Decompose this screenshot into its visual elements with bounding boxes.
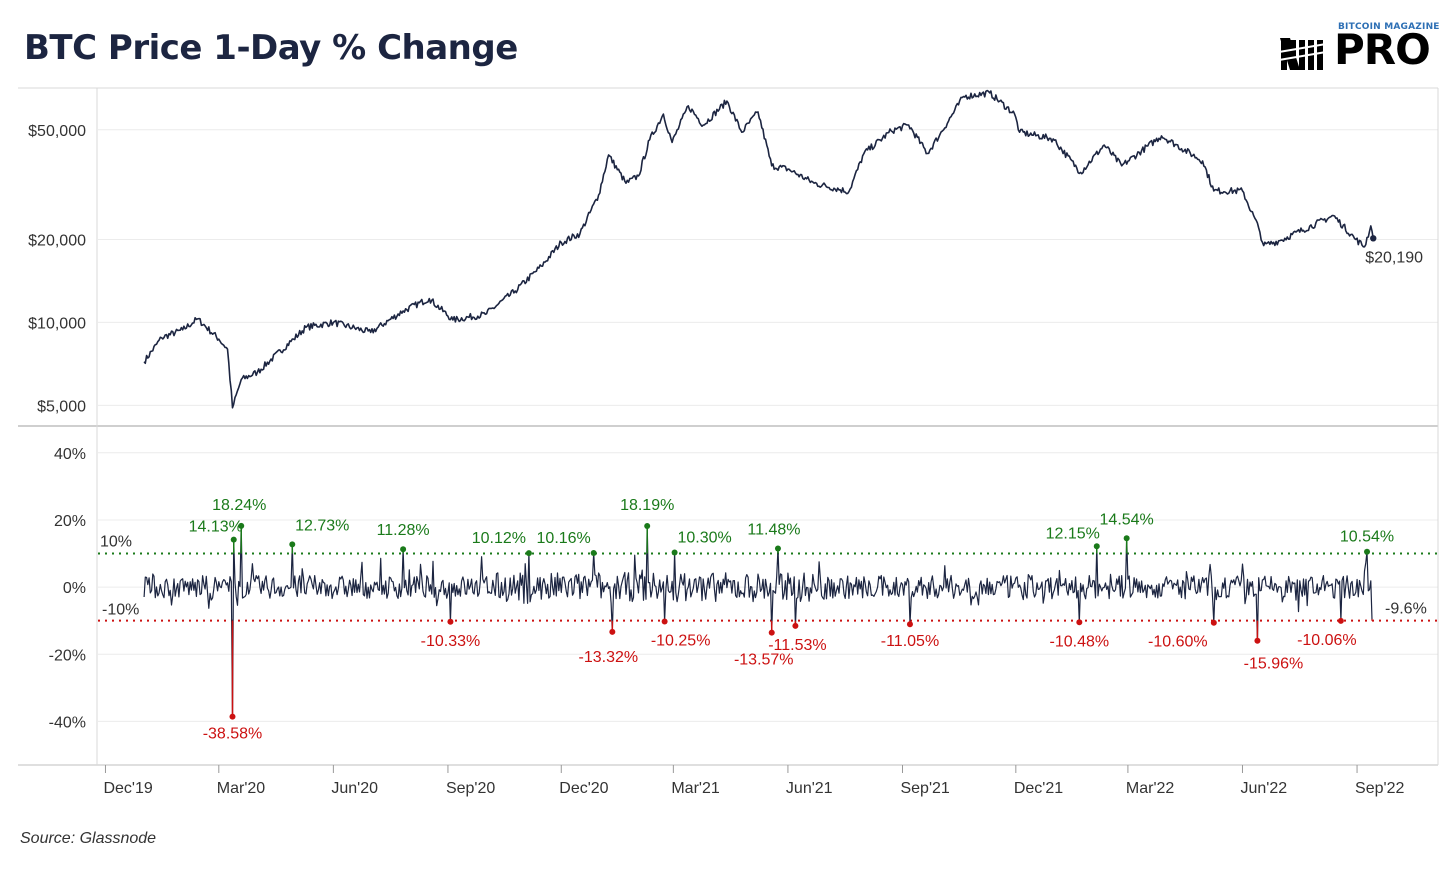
annotation-dot <box>229 713 236 720</box>
x-tick-label: Dec'19 <box>103 780 152 797</box>
x-axis: Dec'19 Mar'20 Jun'20 Sep'20 Dec'20 Mar'21 Jun'… <box>103 765 1404 797</box>
annotation-dot <box>1093 543 1100 550</box>
x-tick-label: Sep'22 <box>1355 780 1404 797</box>
annotation-label: 10.30% <box>677 530 731 547</box>
x-tick-label: Sep'20 <box>446 780 495 797</box>
grid-lines <box>98 129 1438 722</box>
x-tick-label: Mar'20 <box>217 780 266 797</box>
x-tick-label: Jun'21 <box>786 780 833 797</box>
bitcoin-magazine-pro-logo: BITCOIN MAGAZINE PRO <box>1278 22 1440 74</box>
price-line <box>143 89 1374 409</box>
x-tick-label: Mar'21 <box>671 780 720 797</box>
x-tick-label: Jun'20 <box>331 780 378 797</box>
annotation-label: -15.96% <box>1244 656 1304 673</box>
annotation-dot <box>644 523 651 530</box>
annotation-label: -10.60% <box>1148 634 1208 651</box>
annotation-dot <box>1254 637 1261 644</box>
x-tick-label: Sep'21 <box>900 780 949 797</box>
annotation-label: 11.28% <box>377 522 430 539</box>
annotation-label: 12.73% <box>295 517 349 534</box>
logo-small-text: BITCOIN MAGAZINE <box>1338 22 1440 32</box>
price-tick-label: $20,000 <box>28 232 86 249</box>
annotation-dot <box>590 549 597 556</box>
x-tick-label: Dec'20 <box>559 780 608 797</box>
change-tick-label: 40% <box>54 446 86 463</box>
annotation-label: 10.54% <box>1340 529 1394 546</box>
annotation-label: 14.13% <box>189 519 243 536</box>
change-tick-label: 0% <box>63 580 86 597</box>
x-tick-label: Dec'21 <box>1014 780 1063 797</box>
annotation-label: -13.57% <box>734 652 794 669</box>
change-tick-label: -20% <box>49 647 86 664</box>
threshold-label: -10% <box>102 602 139 619</box>
price-panel: $50,000 $20,000 $10,000 $5,000 $20,190 <box>28 89 1423 415</box>
x-tick-label: Mar'22 <box>1126 780 1175 797</box>
threshold-label: 10% <box>100 534 132 551</box>
annotation-dot <box>774 545 781 552</box>
annotation-label: -38.58% <box>203 726 263 743</box>
annotation-dot <box>1364 548 1371 555</box>
annotation-label: -10.25% <box>651 633 711 650</box>
annotation-dot <box>661 618 668 625</box>
price-last-label: $20,190 <box>1365 249 1423 266</box>
annotation-dot <box>906 621 913 628</box>
change-panel: 40% 20% 0% -20% -40% 10% -10% 14.13% 18.24% -38.5… <box>49 446 1438 743</box>
annotation-dot <box>400 546 407 553</box>
annotation-dot <box>525 550 532 557</box>
chart-title: BTC Price 1-Day % Change <box>24 28 518 68</box>
annotation-dot <box>230 536 237 543</box>
annotation-label: -11.05% <box>881 633 939 650</box>
annotation-label: -11.53% <box>768 637 826 654</box>
annotation-dot <box>1123 535 1130 542</box>
price-tick-label: $10,000 <box>28 315 86 332</box>
annotation-label: -10.48% <box>1050 633 1110 650</box>
change-tick-label: 20% <box>54 513 86 530</box>
annotation-label: 14.54% <box>1100 511 1154 528</box>
annotation-label: 10.16% <box>537 530 591 547</box>
change-line <box>143 525 1373 718</box>
annotation-dot <box>289 541 296 548</box>
logo-pro-text: PRO <box>1334 25 1431 74</box>
annotation-label: -10.06% <box>1297 632 1357 649</box>
annotation-label: -10.33% <box>421 633 481 650</box>
annotation-dot <box>768 629 775 636</box>
annotation-dot <box>1210 619 1217 626</box>
annotation-label: -13.32% <box>579 649 639 666</box>
price-last-point <box>1370 235 1377 242</box>
price-tick-label: $5,000 <box>37 398 86 415</box>
price-tick-label: $50,000 <box>28 123 86 140</box>
annotation-dot <box>447 618 454 625</box>
annotation-label: 11.48% <box>747 522 800 539</box>
chart-frame <box>18 87 1439 766</box>
x-tick-label: Jun'22 <box>1240 780 1287 797</box>
annotation-label: 10.12% <box>472 530 526 547</box>
change-last-label: -9.6% <box>1385 600 1427 617</box>
change-tick-label: -40% <box>49 714 86 731</box>
annotation-label: 18.24% <box>212 497 266 514</box>
annotation-dot <box>792 622 799 629</box>
annotation-dot <box>1076 619 1083 626</box>
annotation-dot <box>1337 617 1344 624</box>
annotation-dot <box>671 549 678 556</box>
source-note: Source: Glassnode <box>20 830 157 847</box>
annotation-dot <box>609 628 616 635</box>
annotation-dot <box>238 522 245 529</box>
annotation-label: 12.15% <box>1046 525 1100 542</box>
annotation-label: 18.19% <box>620 497 674 514</box>
logo-mark-icon <box>1278 38 1327 70</box>
